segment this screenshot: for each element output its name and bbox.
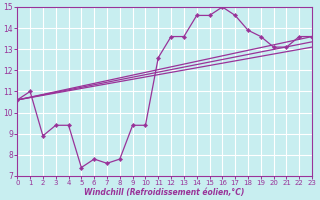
X-axis label: Windchill (Refroidissement éolien,°C): Windchill (Refroidissement éolien,°C) (84, 188, 245, 197)
